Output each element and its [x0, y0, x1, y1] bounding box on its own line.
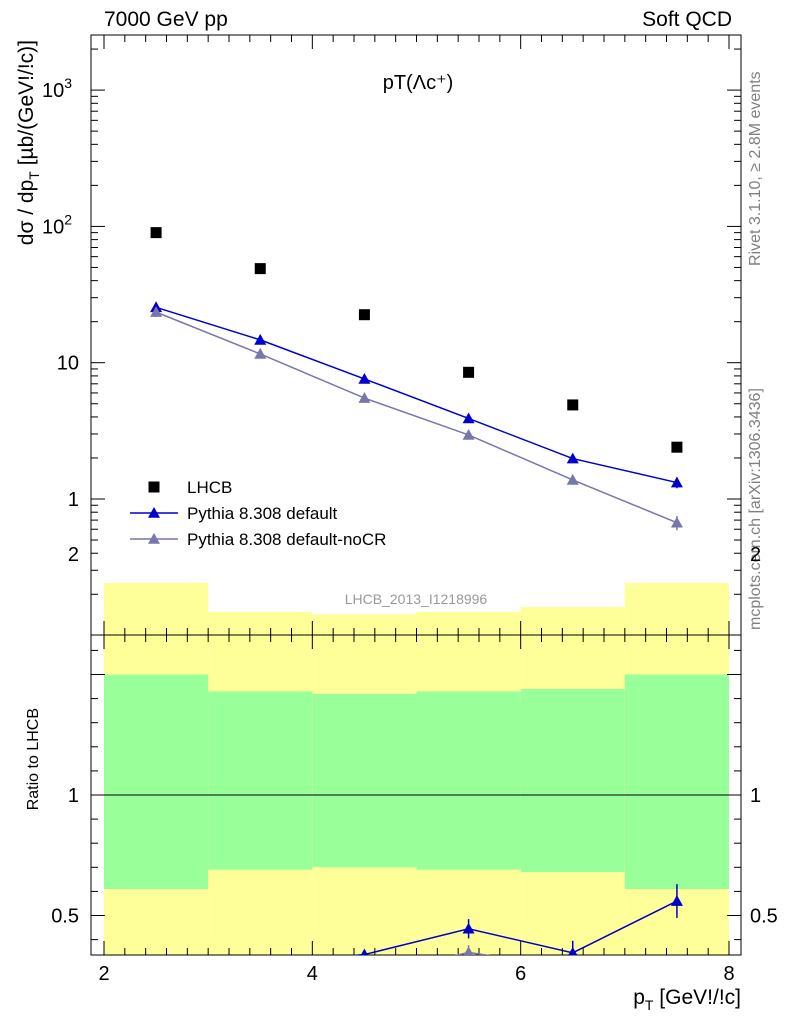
ratio-plot-frame [90, 634, 742, 956]
inner-band-bin [312, 693, 417, 868]
y-tick-label: 1 [68, 489, 79, 511]
x-tick-label: 8 [723, 963, 734, 985]
ratio-pythia-default-point [670, 895, 683, 906]
pythia-nocr-point [566, 473, 579, 485]
ratio-pythia-default-line [350, 900, 678, 955]
inner-band-bin [104, 674, 209, 889]
ratio-pythia-nocr-point [463, 946, 474, 955]
x-tick-label: 4 [307, 963, 318, 985]
main-plot-marks [150, 227, 683, 531]
pythia-default-point [358, 372, 371, 384]
legend-marker-pythia-nocr [148, 533, 160, 544]
pythia-nocr-point [254, 347, 267, 359]
inner-band-bin [208, 691, 313, 870]
plot-title: pT(Λc⁺) [383, 72, 454, 94]
inner-band-bin [624, 674, 729, 889]
pythia-default-line [155, 306, 678, 484]
x-tick-label: 2 [98, 963, 109, 985]
pythia-nocr-point [462, 428, 475, 440]
axis-labels: 1 10 102 103 0.5 0.5 1 1 2 2 2 4 6 8 dσ / dpT [µb/(GeV… [15, 40, 778, 1013]
ratio-y-tick-label: 2 [68, 544, 79, 566]
pythia-default-point [566, 452, 579, 464]
main-plot-frame [90, 34, 742, 955]
x-tick-label: 6 [515, 963, 526, 985]
pythia-nocr-point [150, 306, 163, 317]
lhcb-data-point [463, 366, 475, 378]
inner-band-bin [520, 688, 625, 873]
ratio-pythia-nocr-point [671, 963, 683, 974]
ratio-pythia-default-point [254, 958, 266, 969]
ratio-y-axis-title: Ratio to LHCB [25, 708, 42, 810]
ratio-uncertainty-bands [104, 582, 729, 955]
legend-label-pythia-default: Pythia 8.308 default [187, 504, 338, 523]
ratio-pythia-nocr-line [454, 951, 492, 955]
lhcb-data-point [358, 309, 370, 321]
legend-marker-pythia-default [148, 507, 160, 518]
ratio-pythia-nocr-point [150, 967, 162, 978]
category-label: Soft QCD [642, 8, 732, 31]
ratio-pythia-nocr-point [254, 973, 266, 984]
ratio-y-tick-label-right: 2 [750, 544, 761, 566]
experiment-label: 7000 GeV pp [104, 8, 228, 31]
pythia-nocr-point [358, 392, 371, 403]
ratio-plot-marks [150, 884, 683, 984]
legend: LHCB Pythia 8.308 default Pythia 8.308 def… [130, 478, 386, 549]
ratio-y-tick-label-right: 0.5 [750, 906, 778, 928]
ratio-pythia-nocr-point [567, 962, 579, 973]
analysis-id-label: LHCB_2013_I1218996 [345, 591, 488, 607]
pythia-nocr-line [155, 311, 678, 524]
inner-band-bin [416, 691, 521, 870]
pythia-default-point [254, 333, 267, 345]
ratio-y-tick-label: 1 [68, 785, 79, 807]
legend-marker-lhcb [148, 481, 160, 493]
legend-label-lhcb: LHCB [187, 478, 232, 497]
pythia-default-point [462, 412, 475, 424]
ratio-pythia-default-point [568, 946, 578, 955]
ratio-pythia-nocr-point [358, 971, 370, 982]
lhcb-data-point [254, 263, 266, 275]
lhcb-data-point [671, 441, 683, 453]
ratio-pythia-default-point [150, 962, 162, 973]
ratio-pythia-default-point [462, 922, 475, 934]
main-y-axis-title: dσ / dpT [µb/(GeV!/!c)] [15, 40, 42, 245]
lhcb-data-point [150, 227, 162, 239]
y-tick-label: 10 [57, 353, 79, 375]
pythia-nocr-point [670, 516, 683, 528]
ratio-pythia-default-point [360, 948, 369, 955]
ratio-y-tick-label: 0.5 [51, 906, 79, 928]
pythia-default-point [670, 476, 683, 488]
lhcb-data-point [567, 399, 579, 411]
ratio-y-tick-label-right: 1 [750, 785, 761, 807]
legend-label-pythia-nocr: Pythia 8.308 default-noCR [187, 530, 386, 549]
y-tick-label: 102 [42, 211, 72, 238]
x-axis-title: pT [GeV!/!c] [633, 986, 741, 1013]
y-tick-label: 103 [42, 75, 72, 102]
